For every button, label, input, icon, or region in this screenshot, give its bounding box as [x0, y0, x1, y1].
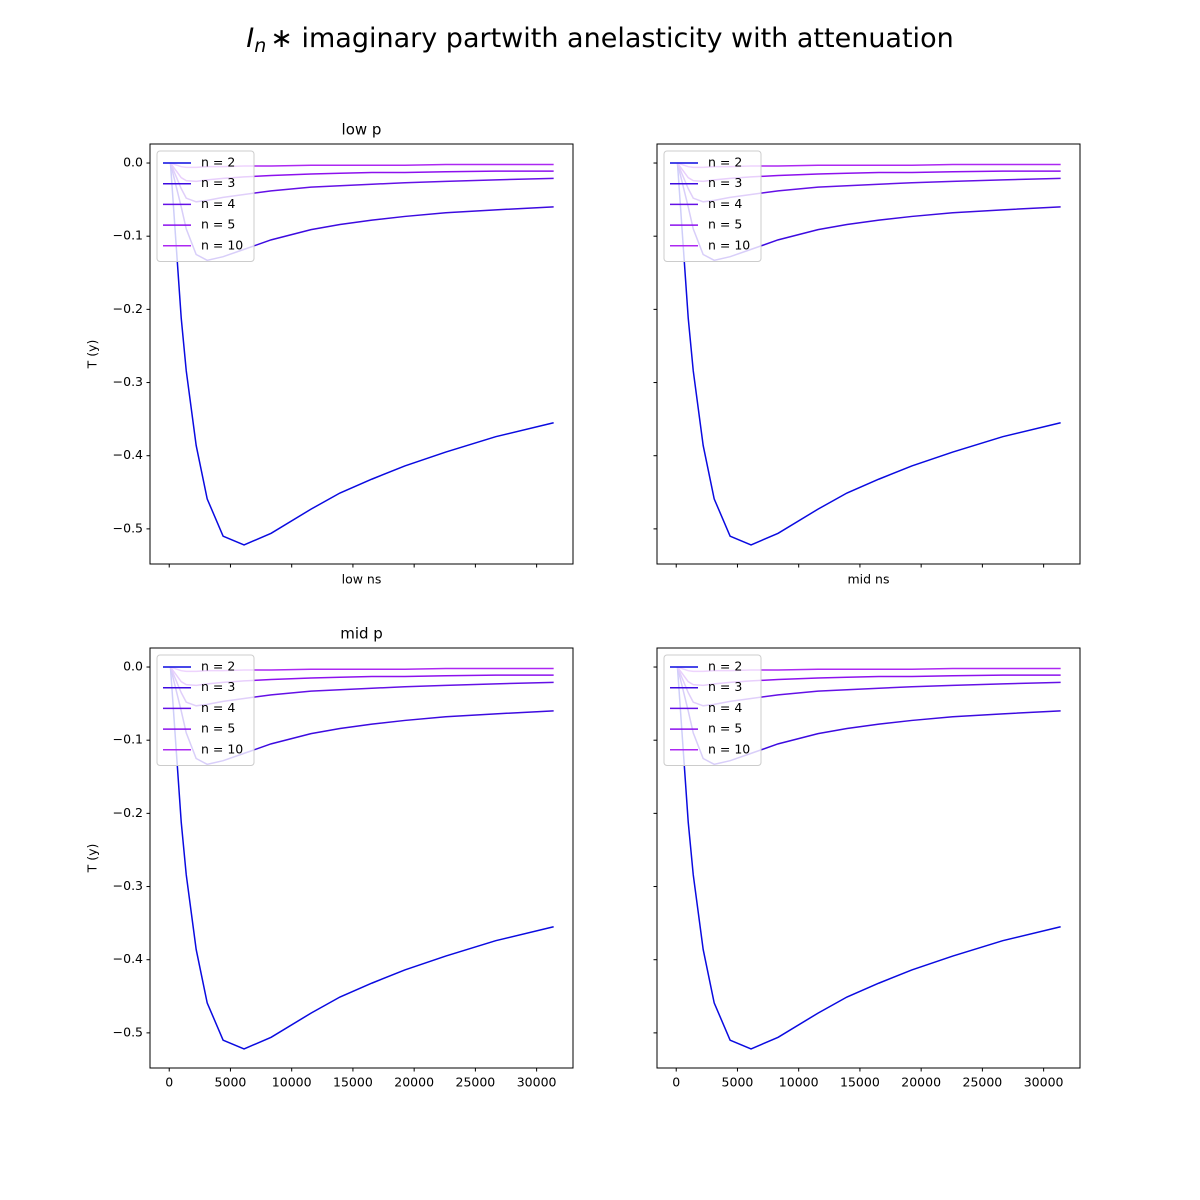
axes-frame: [656, 647, 1081, 1069]
legend: n = 2 n = 3 n = 4 n = 5 n = 10: [663, 654, 762, 766]
legend-box: [156, 654, 255, 766]
series-line: [169, 666, 554, 1050]
y-tick-label: −0.5: [113, 520, 143, 535]
legend: n = 2 n = 3 n = 4 n = 5 n = 10: [156, 150, 255, 262]
y-axis-label: T (y): [85, 844, 100, 874]
figure-title: In ∗ imaginary partwith anelasticity with…: [246, 23, 953, 57]
x-axis-label: mid ns: [848, 572, 890, 587]
x-tick-label: 0: [672, 1075, 680, 1090]
y-tick-label: −0.1: [113, 228, 143, 243]
legend-label: n = 10: [708, 237, 750, 252]
x-tick-label: 25000: [456, 1075, 496, 1090]
legend-label: n = 2: [201, 155, 235, 170]
legend-label: n = 3: [201, 679, 235, 694]
x-tick-label: 10000: [272, 1075, 312, 1090]
y-tick-label: −0.3: [113, 374, 143, 389]
x-tick-label: 25000: [963, 1075, 1003, 1090]
x-tick-label: 30000: [1024, 1075, 1064, 1090]
y-axis-label: T (y): [85, 340, 100, 370]
x-tick-label: 30000: [517, 1075, 557, 1090]
legend-label: n = 2: [201, 659, 235, 674]
legend-label: n = 5: [708, 217, 742, 232]
x-tick-label: 10000: [779, 1075, 819, 1090]
legend-label: n = 2: [708, 659, 742, 674]
legend-label: n = 5: [201, 721, 235, 736]
x-tick-label: 5000: [215, 1075, 247, 1090]
subplot-title: mid p: [340, 625, 383, 643]
legend-label: n = 4: [201, 196, 235, 211]
x-tick-label: 15000: [840, 1075, 880, 1090]
legend: n = 2 n = 3 n = 4 n = 5 n = 10: [156, 654, 255, 766]
title-part: I: [246, 23, 254, 54]
series-line: [676, 162, 1061, 546]
legend-label: n = 5: [201, 217, 235, 232]
x-tick-label: 5000: [722, 1075, 754, 1090]
legend-label: n = 5: [708, 721, 742, 736]
series-line: [676, 666, 1061, 1050]
legend-label: n = 10: [201, 741, 243, 756]
x-axis-label: low ns: [342, 572, 382, 587]
subplot: 0 5000 10000 15000 20000 25000 30000 0.0 −0.1 −0.…: [85, 625, 574, 1090]
x-tick-label: 20000: [394, 1075, 434, 1090]
y-tick-label: −0.4: [113, 447, 143, 462]
legend-label: n = 4: [708, 196, 742, 211]
x-tick-label: 0: [165, 1075, 173, 1090]
y-tick-label: −0.4: [113, 951, 143, 966]
legend-label: n = 3: [201, 175, 235, 190]
y-tick-label: −0.1: [113, 732, 143, 747]
legend-label: n = 10: [708, 741, 750, 756]
x-tick-label: 20000: [901, 1075, 941, 1090]
legend-label: n = 2: [708, 155, 742, 170]
subplot: 0.0 −0.1 −0.2 −0.3 −0.4 −0.5 low p low ns T (y) n…: [85, 121, 574, 587]
subplot: 0 5000 10000 15000 20000 25000 30000 n = 2 n = 3…: [653, 647, 1081, 1090]
legend-label: n = 10: [201, 237, 243, 252]
legend-label: n = 3: [708, 679, 742, 694]
y-tick-label: −0.2: [113, 301, 143, 316]
legend-box: [156, 150, 255, 262]
x-tick-label: 15000: [333, 1075, 373, 1090]
axes-frame: [149, 143, 574, 565]
subplot-title: low p: [342, 121, 382, 139]
legend-box: [663, 150, 762, 262]
y-tick-label: 0.0: [123, 155, 143, 170]
legend-label: n = 4: [201, 700, 235, 715]
y-tick-label: −0.3: [113, 878, 143, 893]
y-tick-label: −0.2: [113, 805, 143, 820]
axes-frame: [656, 143, 1081, 565]
legend-label: n = 3: [708, 175, 742, 190]
series-line: [169, 162, 554, 546]
y-tick-label: 0.0: [123, 659, 143, 674]
subplot: mid ns n = 2 n = 3 n = 4 n = 5 n = 10: [653, 143, 1081, 587]
y-tick-label: −0.5: [113, 1024, 143, 1039]
axes-frame: [149, 647, 574, 1069]
title-part: ∗ imaginary partwith anelasticity with a…: [270, 23, 953, 54]
legend: n = 2 n = 3 n = 4 n = 5 n = 10: [663, 150, 762, 262]
legend-box: [663, 654, 762, 766]
legend-label: n = 4: [708, 700, 742, 715]
title-part: n: [254, 35, 266, 57]
